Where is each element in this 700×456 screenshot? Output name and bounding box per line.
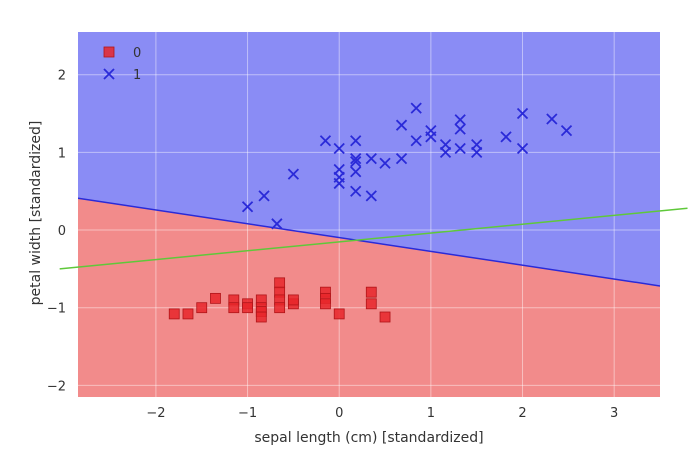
legend-marker-class-1 bbox=[103, 68, 115, 80]
data-point-class-1 bbox=[560, 124, 573, 137]
data-point-class-1 bbox=[350, 135, 362, 147]
y-tick-label: −1 bbox=[47, 302, 66, 317]
x-tick-label: 1 bbox=[427, 406, 435, 421]
data-point-class-1 bbox=[546, 113, 558, 125]
data-point-class-1 bbox=[350, 152, 362, 165]
data-point-class-1 bbox=[454, 114, 466, 126]
y-tick-label: 0 bbox=[58, 224, 66, 239]
x-tick-label: −1 bbox=[238, 406, 257, 421]
x-tick-label: 0 bbox=[335, 406, 343, 421]
data-point-class-0 bbox=[320, 298, 331, 310]
data-point-class-1 bbox=[410, 135, 422, 147]
data-point-class-1 bbox=[365, 152, 377, 165]
y-tick-label: −2 bbox=[47, 379, 66, 394]
data-point-class-1 bbox=[241, 201, 254, 213]
data-point-class-0 bbox=[255, 311, 267, 323]
data-point-class-0 bbox=[242, 302, 253, 314]
x-axis-ticks: −2 −1 0 1 2 3 bbox=[146, 406, 618, 421]
data-point-class-1 bbox=[350, 156, 362, 168]
legend: 01 bbox=[103, 46, 141, 83]
data-point-class-1 bbox=[319, 135, 332, 147]
data-point-class-1 bbox=[471, 146, 483, 159]
green-separator-line bbox=[59, 207, 688, 270]
data-point-class-0 bbox=[182, 308, 194, 320]
data-point-class-1 bbox=[500, 131, 512, 143]
plot-area bbox=[78, 32, 660, 397]
data-point-class-1 bbox=[350, 185, 362, 197]
y-tick-label: 1 bbox=[58, 146, 66, 161]
data-point-class-1 bbox=[258, 190, 270, 202]
data-point-class-1 bbox=[365, 190, 377, 202]
data-point-class-1 bbox=[395, 119, 408, 131]
data-point-class-1 bbox=[350, 166, 362, 178]
data-point-class-1 bbox=[410, 102, 422, 114]
data-point-class-1 bbox=[425, 124, 437, 137]
x-axis-label: sepal length (cm) [standardized] bbox=[254, 430, 483, 446]
legend-label-class-1: 1 bbox=[133, 68, 141, 83]
data-point-class-0 bbox=[228, 302, 240, 314]
series-class-1 bbox=[241, 102, 573, 230]
y-tick-label: 2 bbox=[58, 69, 66, 84]
data-point-class-1 bbox=[379, 157, 391, 169]
data-point-class-0 bbox=[168, 308, 180, 320]
x-tick-label: 2 bbox=[518, 406, 526, 421]
legend-label-class-0: 0 bbox=[133, 46, 141, 61]
data-point-class-0 bbox=[274, 277, 286, 289]
data-point-class-1 bbox=[516, 142, 529, 155]
y-axis-ticks: −2 −1 0 1 2 bbox=[47, 69, 66, 395]
data-point-class-0 bbox=[274, 302, 286, 314]
decision-boundary-line bbox=[78, 197, 660, 287]
x-tick-label: 3 bbox=[610, 406, 618, 421]
data-point-class-1 bbox=[454, 123, 466, 135]
data-point-class-1 bbox=[439, 138, 452, 151]
data-point-class-1 bbox=[333, 142, 345, 155]
data-point-class-0 bbox=[287, 294, 299, 306]
data-point-class-0 bbox=[210, 292, 221, 304]
data-point-class-0 bbox=[365, 286, 377, 298]
x-tick-label: −2 bbox=[146, 406, 165, 421]
data-point-class-1 bbox=[333, 163, 345, 176]
data-point-class-1 bbox=[395, 152, 408, 165]
data-point-class-1 bbox=[271, 218, 283, 230]
data-point-class-1 bbox=[454, 142, 466, 155]
series-class-0 bbox=[168, 277, 391, 323]
decision-region-class-1 bbox=[78, 32, 660, 286]
data-point-class-0 bbox=[379, 311, 391, 323]
data-point-class-0 bbox=[365, 298, 377, 310]
data-point-class-0 bbox=[333, 308, 345, 320]
y-axis-label: petal width [standardized] bbox=[28, 121, 44, 306]
data-point-class-1 bbox=[516, 107, 529, 120]
legend-marker-class-0 bbox=[103, 46, 115, 58]
data-point-class-0 bbox=[196, 302, 208, 314]
data-point-class-1 bbox=[287, 168, 300, 180]
decision-region-class-0 bbox=[78, 198, 660, 397]
